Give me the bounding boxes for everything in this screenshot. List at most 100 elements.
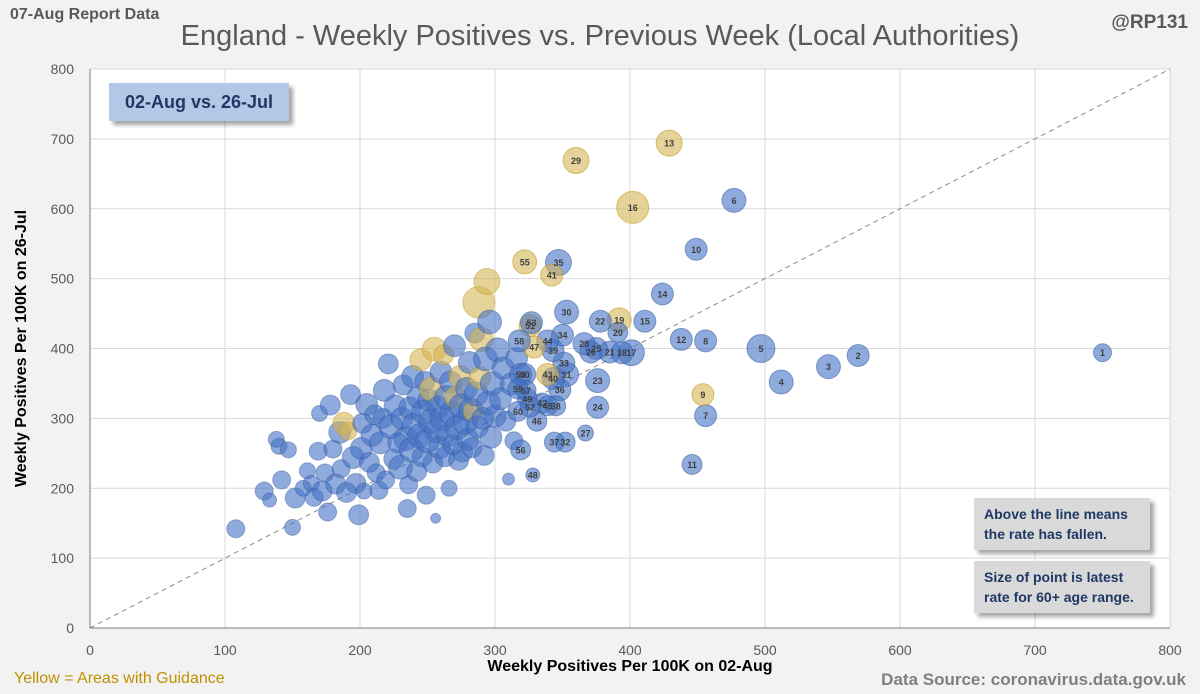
point-label: 50 — [520, 370, 530, 380]
point-label: 16 — [628, 203, 638, 213]
point-label: 43 — [543, 370, 553, 380]
axes — [89, 69, 1170, 629]
point-label: 51 — [525, 321, 535, 331]
point-size-note: Size of point is latest rate for 60+ age… — [974, 561, 1150, 613]
y-tick-label: 200 — [51, 480, 75, 496]
point-label: 48 — [528, 470, 538, 480]
point-label: 2 — [856, 351, 861, 361]
scatter-point — [376, 470, 396, 490]
x-tick-label: 600 — [888, 642, 912, 658]
scatter-point-labeled — [510, 439, 532, 461]
tick-labels: 0 100 200 300 400 500 600 700 800010020030040050… — [51, 61, 1182, 658]
scatter-point-labeled — [588, 309, 612, 333]
point-label: 39 — [548, 346, 558, 356]
point-label: 42 — [537, 399, 547, 409]
yellow-legend-note: Yellow = Areas with Guidance — [14, 670, 225, 687]
scatter-point-labeled — [512, 249, 538, 275]
above-line-note: Above the line means the rate has fallen… — [974, 498, 1150, 550]
point-label: 21 — [605, 347, 615, 357]
data-source-label: Data Source: coronavirus.data.gov.uk — [881, 670, 1186, 689]
point-label: 36 — [555, 385, 565, 395]
scatter-point — [443, 334, 466, 358]
x-axis-label: Weekly Positives Per 100K on 02-Aug — [487, 658, 772, 675]
scatter-point-labeled — [576, 424, 594, 442]
y-tick-label: 700 — [51, 131, 75, 147]
point-label: 13 — [664, 139, 674, 149]
scatter-point-labeled — [681, 453, 703, 475]
scatter-point — [416, 485, 436, 505]
point-label: 35 — [553, 258, 563, 268]
point-label: 32 — [560, 438, 570, 448]
scatter-point — [226, 519, 246, 539]
scatter-point — [397, 499, 417, 519]
scatter-point-labeled — [519, 311, 543, 335]
scatter-point — [377, 353, 399, 375]
point-label: 28 — [579, 339, 589, 349]
x-tick-label: 700 — [1023, 642, 1047, 658]
scatter-point-labeled — [691, 383, 715, 407]
scatter-point-labeled — [585, 368, 611, 394]
point-label: 8 — [703, 336, 708, 346]
point-label: 41 — [547, 271, 557, 281]
point-label: 17 — [626, 348, 636, 358]
point-label: 4 — [779, 378, 784, 388]
y-tick-label: 600 — [51, 201, 75, 217]
scatter-point-labeled — [507, 400, 529, 422]
scatter-point-labeled — [669, 327, 693, 351]
scatter-point-labeled — [694, 329, 718, 353]
scatter-point-labeled — [536, 362, 560, 386]
point-label: 29 — [571, 156, 581, 166]
scatter-point-labeled — [562, 147, 590, 175]
scatter-point-labeled — [572, 332, 596, 356]
y-axis-label: Weekly Positives Per 100K on 26-Jul — [13, 210, 30, 487]
scatter-point — [473, 267, 501, 295]
scatter-point — [477, 309, 503, 335]
scatter-point-labeled — [721, 187, 747, 213]
scatter-point — [502, 472, 515, 486]
point-label: 11 — [687, 460, 697, 470]
point-label: 34 — [557, 331, 567, 341]
scatter-point-labeled — [633, 309, 657, 333]
scatter-point-labeled — [684, 237, 708, 261]
point-label: 20 — [613, 328, 623, 338]
period-label-box: 02-Aug vs. 26-Jul — [109, 83, 289, 121]
point-label: 54 — [516, 370, 526, 380]
point-label: 22 — [595, 317, 605, 327]
y-tick-label: 0 — [66, 620, 74, 636]
y-tick-label: 400 — [51, 341, 75, 357]
scatter-point-labeled — [655, 129, 683, 157]
point-label: 49 — [522, 394, 532, 404]
y-tick-label: 100 — [51, 550, 75, 566]
point-label: 33 — [559, 359, 569, 369]
scatter-point-labeled — [746, 334, 776, 363]
point-label: 9 — [700, 390, 705, 400]
point-label: 56 — [516, 445, 526, 455]
point-label: 26 — [586, 347, 596, 357]
scatter-point-labeled — [525, 467, 541, 483]
scatter-point-labeled — [507, 378, 529, 400]
scatter-point — [279, 441, 297, 459]
point-label: 12 — [676, 335, 686, 345]
scatter-point — [284, 518, 301, 536]
scatter-point-labeled — [543, 431, 565, 453]
scatter-point — [262, 492, 278, 508]
scatter-point-labeled — [586, 395, 610, 419]
reference-line-y-equals-x — [89, 68, 1171, 629]
y-tick-label: 500 — [51, 271, 75, 287]
point-label: 18 — [617, 348, 627, 358]
point-label: 38 — [551, 401, 561, 411]
point-label: 40 — [548, 374, 558, 384]
y-tick-label: 300 — [51, 410, 75, 426]
point-label: 10 — [691, 245, 701, 255]
x-tick-label: 800 — [1158, 642, 1182, 658]
scatter-point — [272, 470, 292, 490]
point-label: 30 — [562, 308, 572, 318]
point-label: 57 — [521, 386, 531, 396]
scatter-point — [430, 512, 442, 524]
point-label: 25 — [591, 344, 601, 354]
scatter-point — [319, 394, 341, 416]
scatter-point-labeled — [554, 299, 580, 325]
point-label: 53 — [526, 318, 536, 328]
point-label: 1 — [1100, 348, 1105, 358]
point-label: 46 — [532, 417, 542, 427]
